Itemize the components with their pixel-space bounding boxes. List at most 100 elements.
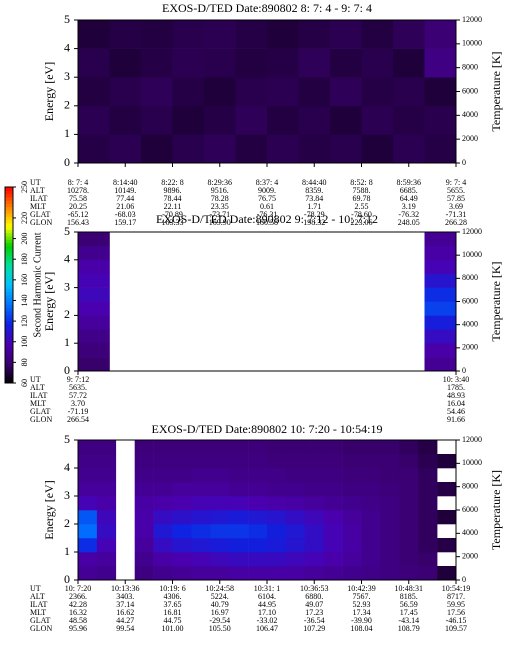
y-tick-label: 3 (64, 279, 70, 293)
table-cell: 10:13:36 (111, 584, 139, 593)
heat-cell (134, 524, 154, 539)
heat-cell (267, 105, 299, 135)
heat-cell (380, 468, 400, 483)
colorbar-step (5, 262, 13, 266)
table-cell: 109.57 (445, 624, 467, 633)
table-cell: -78.29 (304, 210, 325, 219)
heat-cell (304, 524, 324, 539)
heat-cell (424, 77, 457, 107)
heat-cell (172, 468, 192, 483)
table-cell: -39.90 (351, 616, 372, 625)
heat-cell (298, 20, 331, 49)
heat-cell (153, 510, 173, 525)
colorbar-tick-label: 160 (20, 274, 29, 286)
heat-cell (323, 482, 343, 497)
heat-cell (248, 468, 268, 483)
heat-cell (248, 538, 268, 553)
heat-cell (210, 552, 230, 567)
heat-cell (235, 105, 268, 135)
heat-cell (78, 468, 98, 483)
heat-cell (330, 77, 362, 107)
y2-tick-label: 10000 (462, 458, 482, 467)
heat-cell (342, 454, 362, 469)
heat-cell (418, 538, 438, 553)
heat-cell (109, 77, 142, 107)
colorbar-step (5, 271, 13, 276)
table-cell: 23.35 (211, 202, 229, 211)
colorbar-step (5, 376, 13, 381)
y-tick-label: 4 (64, 40, 70, 54)
y2-tick-label: 6000 (462, 505, 478, 514)
heat-cell (96, 482, 117, 497)
heat-cell (361, 566, 381, 581)
table-cell: 44.95 (258, 600, 276, 609)
heat-cell (134, 538, 154, 553)
heat-cell (172, 552, 192, 567)
heat-cell (229, 510, 249, 525)
heat-cell (109, 48, 142, 78)
heat-cell (204, 77, 236, 107)
table-cell: 37.14 (116, 600, 134, 609)
heat-cell (304, 510, 324, 525)
table-row-label: GLON (30, 218, 52, 227)
heat-cell (361, 105, 394, 135)
table-cell: 10149. (114, 186, 136, 195)
heat-cell (267, 20, 299, 49)
table-cell: 5655. (447, 186, 465, 195)
table-cell: -36.54 (304, 616, 325, 625)
heat-cell (399, 496, 419, 511)
heat-cell (191, 440, 211, 455)
table-cell: -71.19 (68, 407, 89, 416)
heat-cell (437, 538, 457, 553)
heat-cell (134, 510, 154, 525)
colorbar-step (5, 360, 13, 364)
heat-cell (210, 482, 230, 497)
table-cell: 8185. (400, 592, 418, 601)
heat-cell (229, 468, 249, 483)
heat-cell (134, 482, 154, 497)
heat-cell (248, 552, 268, 567)
heat-cell (342, 510, 362, 525)
colorbar-tick-label: 220 (20, 212, 29, 224)
heat-cell (323, 440, 343, 455)
colorbar-tick-label: 120 (20, 315, 29, 327)
colorbar-step (5, 337, 13, 342)
heat-cell (210, 538, 230, 553)
heat-cell (78, 440, 98, 455)
heat-cell (342, 538, 362, 553)
heat-cell (248, 510, 268, 525)
heat-cell (96, 440, 117, 455)
table-row-label: ALT (30, 592, 45, 601)
table-cell: 78.44 (164, 194, 182, 203)
heat-cell (330, 134, 362, 164)
heat-cell (235, 134, 268, 164)
colorbar-step (5, 190, 13, 195)
heat-cell (78, 287, 110, 302)
heat-cell (393, 105, 425, 135)
y2-tick-label: 8000 (462, 62, 478, 71)
heat-cell (285, 524, 306, 539)
table-cell: 180.58 (256, 218, 278, 227)
table-cell: -29.54 (209, 616, 230, 625)
heat-cell (342, 552, 362, 567)
y2-tick-label: 0 (462, 575, 466, 584)
y2-tick-label: 0 (462, 158, 466, 167)
colorbar-step (5, 304, 13, 309)
table-cell: 69.78 (353, 194, 371, 203)
heat-cell (393, 48, 425, 78)
colorbar-step (5, 379, 13, 384)
heat-cell (393, 77, 425, 107)
heat-cell (204, 20, 236, 49)
heat-cell (437, 482, 457, 497)
heat-cell (153, 482, 173, 497)
table-cell: 266.54 (67, 415, 89, 424)
heat-cell (342, 566, 362, 581)
table-cell: 56.59 (400, 600, 418, 609)
table-cell: 8359. (305, 186, 323, 195)
colorbar-step (5, 252, 13, 257)
heat-cell (424, 273, 457, 288)
colorbar-step (5, 291, 13, 296)
heat-cell (424, 259, 457, 274)
colorbar-step (5, 311, 13, 315)
